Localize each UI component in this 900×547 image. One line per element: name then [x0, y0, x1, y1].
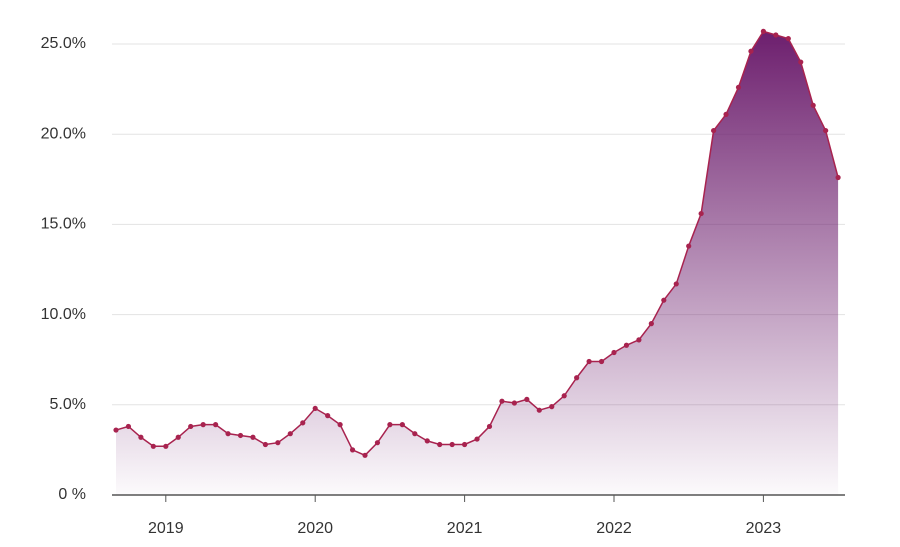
point — [549, 404, 555, 410]
point — [262, 441, 268, 448]
point — [735, 84, 742, 90]
point — [412, 431, 418, 437]
point — [723, 111, 729, 117]
point — [387, 422, 393, 428]
point — [486, 423, 493, 430]
point — [349, 447, 356, 453]
point — [623, 342, 630, 348]
y-tick-label: 5.0% — [50, 396, 86, 413]
point — [798, 59, 804, 65]
point — [138, 434, 144, 440]
point — [237, 432, 244, 439]
point — [835, 174, 841, 181]
point — [586, 358, 592, 365]
point — [437, 441, 443, 448]
point — [113, 427, 119, 433]
point — [337, 422, 343, 428]
point — [648, 321, 654, 327]
point — [511, 400, 517, 406]
point — [200, 422, 206, 428]
point — [636, 337, 642, 343]
point — [524, 396, 530, 402]
x-tick-label: 2019 — [148, 520, 184, 537]
point — [424, 438, 430, 444]
point — [611, 349, 617, 356]
y-tick-label: 10.0% — [41, 306, 86, 323]
point — [499, 398, 505, 404]
point — [661, 297, 667, 303]
area — [116, 31, 839, 495]
y-tick-label: 25.0% — [41, 35, 86, 52]
point — [748, 48, 754, 54]
point — [686, 243, 692, 249]
point — [362, 452, 368, 458]
point — [250, 434, 256, 440]
point — [536, 407, 542, 413]
point — [163, 443, 169, 449]
point — [312, 405, 318, 412]
point — [785, 35, 791, 42]
point — [399, 422, 405, 428]
point — [760, 28, 767, 34]
point — [698, 210, 704, 217]
point — [325, 413, 331, 419]
x-tick-label: 2020 — [297, 520, 333, 537]
point — [287, 431, 293, 437]
point — [711, 127, 717, 134]
x-tick-label: 2021 — [447, 520, 483, 537]
point — [213, 422, 219, 428]
point — [188, 423, 194, 430]
point — [810, 102, 816, 108]
x-tick-label: 2022 — [596, 520, 632, 537]
point — [823, 127, 829, 134]
point — [374, 440, 381, 446]
y-tick-label: 15.0% — [41, 216, 86, 233]
point — [574, 375, 580, 381]
point — [462, 441, 468, 448]
x-tick-label: 2023 — [746, 520, 782, 537]
point — [561, 393, 567, 399]
point — [673, 281, 679, 287]
point — [449, 441, 455, 448]
point — [300, 420, 306, 426]
point — [125, 423, 132, 430]
point — [150, 443, 156, 449]
y-tick-label: 0 % — [58, 486, 86, 503]
point — [175, 434, 181, 440]
y-tick-label: 20.0% — [41, 125, 86, 142]
point — [275, 440, 281, 446]
point — [474, 436, 480, 442]
point — [598, 358, 605, 365]
point — [225, 431, 231, 437]
point — [773, 32, 779, 38]
